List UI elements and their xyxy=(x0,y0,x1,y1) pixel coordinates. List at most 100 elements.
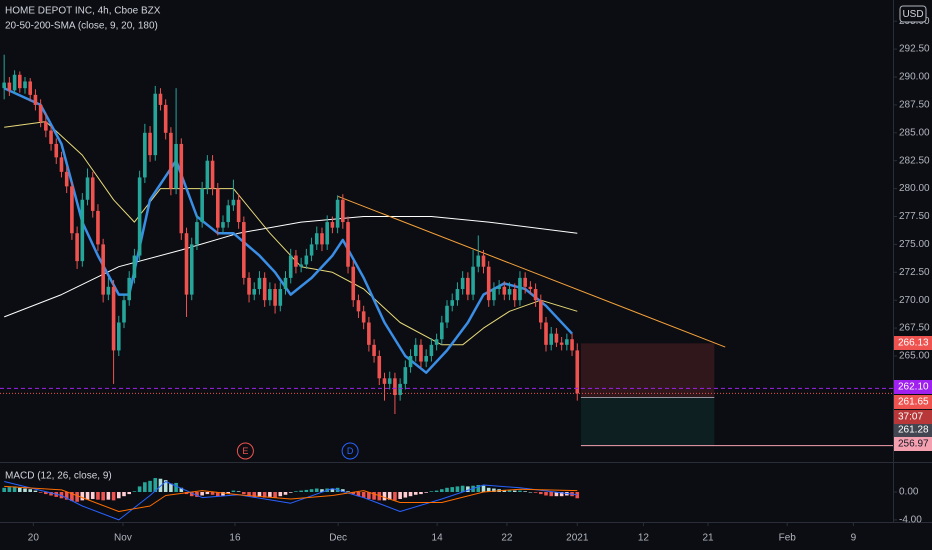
candle-body xyxy=(278,289,283,306)
histogram-bar xyxy=(179,487,184,492)
candle-body xyxy=(143,132,147,178)
candle-body xyxy=(12,74,17,91)
histogram-bar xyxy=(221,492,225,496)
histogram-bar xyxy=(294,491,298,492)
candle-body xyxy=(215,188,220,228)
histogram-bar xyxy=(539,492,543,495)
histogram-bar xyxy=(153,478,158,492)
histogram-bar xyxy=(455,486,460,492)
histogram-bar xyxy=(205,492,210,495)
candle-body xyxy=(523,277,527,287)
histogram-bar xyxy=(195,492,199,497)
candle-body xyxy=(70,186,74,234)
histogram-bar xyxy=(137,486,142,492)
histogram-bar xyxy=(351,492,356,495)
histogram-bar xyxy=(382,492,387,501)
histogram-bar xyxy=(314,488,319,492)
candle-body xyxy=(408,355,413,368)
candle-body xyxy=(210,160,215,189)
candle-body xyxy=(398,383,402,396)
x-tick-label: 14 xyxy=(432,533,444,544)
histogram-bar xyxy=(476,485,481,492)
histogram-bar xyxy=(544,492,548,496)
histogram-bar xyxy=(403,492,408,498)
price-label: 266.13 xyxy=(898,338,929,349)
histogram-bar xyxy=(387,492,392,500)
event-label: E xyxy=(242,446,248,456)
candle-body xyxy=(153,93,158,156)
candle-body xyxy=(533,289,538,301)
price-label-box xyxy=(894,423,932,437)
histogram-bar xyxy=(523,491,527,492)
histogram-bar xyxy=(111,492,116,501)
candle-body xyxy=(163,104,168,133)
histogram-bar xyxy=(304,489,309,492)
candle-body xyxy=(445,305,449,323)
candle-body xyxy=(111,286,116,351)
y-tick-label: 0.00 xyxy=(899,487,919,498)
chart-title: HOME DEPOT INC, 4h, Cboe BZX xyxy=(5,6,161,17)
y-tick-label: 290.00 xyxy=(899,72,930,83)
histogram-bar xyxy=(502,489,507,492)
histogram-bar xyxy=(12,486,17,492)
candle-body xyxy=(403,367,408,384)
candle-body xyxy=(242,222,246,278)
histogram-bar xyxy=(575,492,580,499)
histogram-bar xyxy=(236,491,241,492)
candle-body xyxy=(434,339,439,345)
axes xyxy=(0,0,932,523)
histogram-bar xyxy=(226,492,230,495)
candle-body xyxy=(309,244,314,256)
indicator-title: 20-50-200-SMA (close, 9, 20, 180) xyxy=(5,21,158,32)
candle-body xyxy=(236,199,241,223)
candle-body xyxy=(575,350,580,394)
histogram-bar xyxy=(346,491,350,492)
candle-body xyxy=(195,222,199,245)
price-label: 262.10 xyxy=(898,382,929,393)
histogram-bar xyxy=(549,492,554,497)
x-tick-label: Dec xyxy=(329,533,347,544)
x-tick-label: 16 xyxy=(229,533,241,544)
price-label-box xyxy=(894,437,932,451)
histogram-bar xyxy=(466,486,470,492)
candle-body xyxy=(283,277,288,290)
candle-body xyxy=(382,378,387,384)
candle-body xyxy=(377,355,382,379)
histogram-bar xyxy=(299,490,303,492)
histogram-bar xyxy=(408,492,413,497)
histogram-bar xyxy=(283,492,288,495)
histogram-bar xyxy=(533,492,538,493)
candle-body xyxy=(528,286,533,290)
candle-body xyxy=(492,289,496,301)
candle-body xyxy=(49,130,53,144)
histogram-bar xyxy=(450,487,455,492)
candle-body xyxy=(116,322,121,351)
histogram-bar xyxy=(341,489,345,492)
histogram-bar xyxy=(330,489,335,492)
candle-body xyxy=(80,199,85,262)
y-tick-label: 277.50 xyxy=(899,211,930,222)
histogram-bar xyxy=(80,492,85,501)
candle-body xyxy=(101,244,105,295)
histogram-bar xyxy=(174,482,178,492)
histogram-bar xyxy=(215,492,220,497)
candle-body xyxy=(325,222,329,245)
candle-body xyxy=(7,82,12,91)
candle-body xyxy=(148,132,152,156)
candle-body xyxy=(90,177,95,211)
candle-body xyxy=(17,74,22,89)
y-tick-label: 285.00 xyxy=(899,127,930,138)
histogram-bar xyxy=(23,488,27,492)
candle-body xyxy=(518,277,522,301)
candle-body xyxy=(174,143,178,189)
histogram-bar xyxy=(242,492,246,495)
candle-body xyxy=(387,378,392,384)
candle-body xyxy=(288,255,293,278)
histogram-bar xyxy=(372,492,376,500)
candle-body xyxy=(205,160,210,189)
x-tick-label: Nov xyxy=(114,533,132,544)
histogram-bar xyxy=(210,492,215,495)
histogram-bar xyxy=(96,492,100,500)
event-label: D xyxy=(347,446,354,456)
